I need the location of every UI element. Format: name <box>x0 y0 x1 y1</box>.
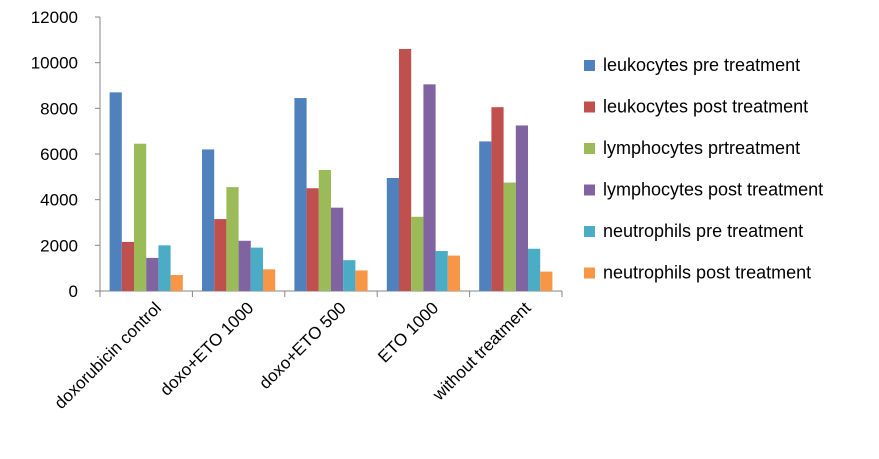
x-tick-label: ETO 1000 <box>374 298 442 366</box>
legend-label: neutrophils pre treatment <box>603 221 803 241</box>
y-axis: 0 2000 4000 6000 8000 10000 12000 <box>31 8 101 301</box>
legend-label: lymphocytes post treatment <box>603 180 823 200</box>
bar <box>411 216 424 291</box>
bar <box>399 48 412 291</box>
bar <box>528 248 541 291</box>
y-tick-label: 2000 <box>40 236 78 255</box>
legend-label: lymphocytes prtreatment <box>603 138 800 158</box>
bar <box>306 188 319 291</box>
bar <box>386 177 399 291</box>
bar <box>294 98 307 291</box>
bar <box>250 247 263 291</box>
bar <box>214 219 227 291</box>
bar <box>121 241 134 291</box>
y-tick-label: 12000 <box>31 8 78 27</box>
legend-swatch <box>584 184 595 196</box>
bar <box>263 269 276 291</box>
bar <box>435 251 448 291</box>
bar <box>491 107 504 291</box>
bar <box>479 141 492 291</box>
legend-swatch <box>584 143 595 154</box>
y-tick-label: 6000 <box>40 145 78 164</box>
legend-label: neutrophils post treatment <box>603 263 811 283</box>
bar <box>170 275 183 291</box>
legend-swatch <box>584 101 595 113</box>
legend: leukocytes pre treatment leukocytes post … <box>584 55 823 283</box>
bar <box>515 125 528 291</box>
legend-swatch <box>584 60 595 71</box>
y-tick-label: 10000 <box>31 54 78 73</box>
bar <box>318 169 331 291</box>
y-tick-label: 4000 <box>40 191 78 210</box>
x-tick-label: doxo+ETO 500 <box>255 298 349 392</box>
bar <box>540 271 553 291</box>
bar <box>503 182 516 291</box>
y-tick-label: 8000 <box>40 99 78 118</box>
bar <box>238 240 251 291</box>
bar <box>226 187 239 291</box>
bar <box>423 84 436 291</box>
bar <box>331 207 344 291</box>
x-tick-label: doxo+ETO 1000 <box>156 298 257 399</box>
y-tick-label: 0 <box>69 282 78 301</box>
bar <box>447 255 460 291</box>
bar <box>158 245 171 291</box>
bar <box>343 260 356 291</box>
x-tick-label: without treatment <box>428 298 535 405</box>
legend-label: leukocytes pre treatment <box>603 55 800 75</box>
legend-label: leukocytes post treatment <box>603 97 808 117</box>
x-tick-label: doxorubicin control <box>51 298 165 412</box>
legend-swatch <box>584 267 595 279</box>
bar <box>202 149 215 291</box>
bars <box>109 48 553 291</box>
legend-swatch <box>584 226 595 237</box>
bar <box>146 257 159 291</box>
bar <box>134 143 147 291</box>
bar <box>109 92 122 291</box>
bar <box>355 270 368 291</box>
